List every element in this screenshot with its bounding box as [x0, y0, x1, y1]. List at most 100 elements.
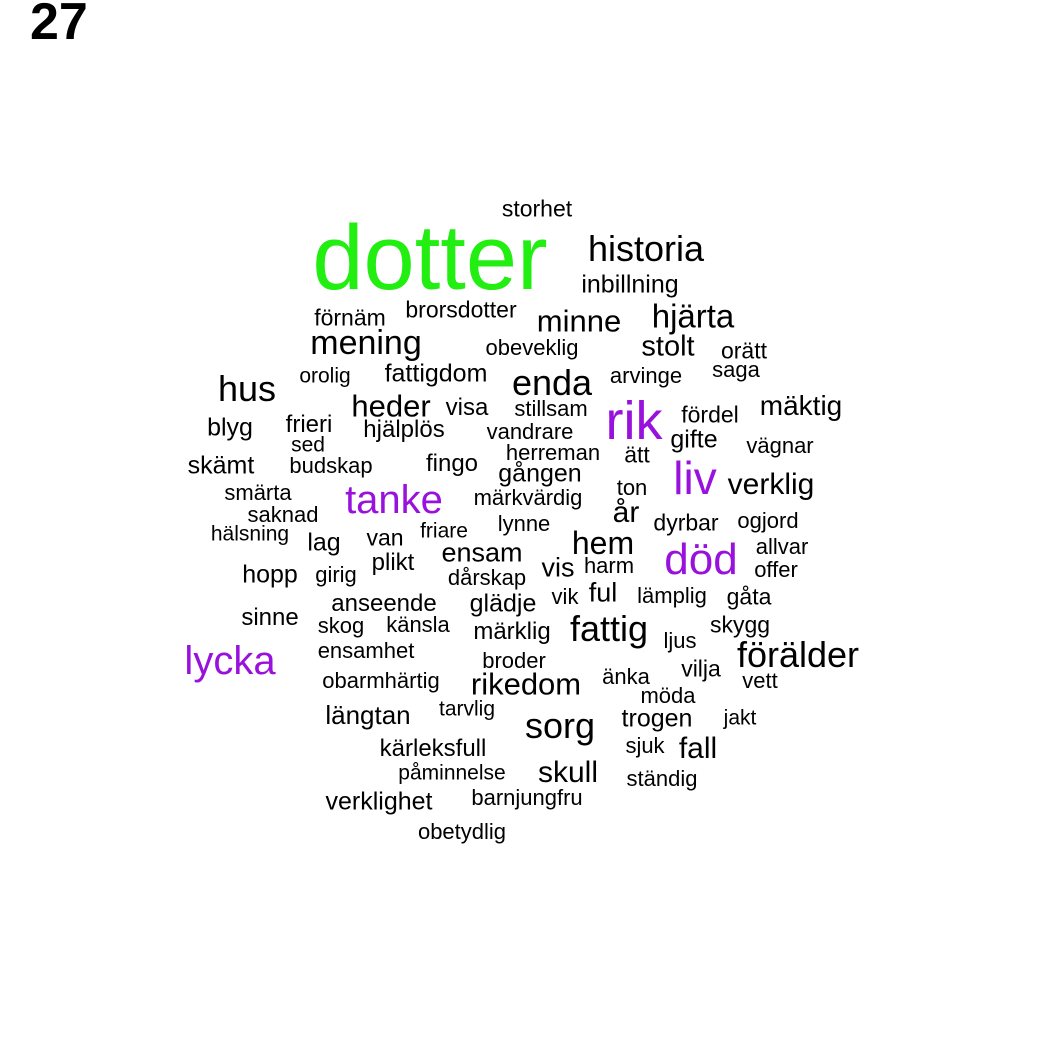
word-hopp: hopp — [242, 560, 298, 589]
word-plikt: plikt — [371, 549, 415, 576]
word-ljus: ljus — [663, 628, 697, 653]
word-fall: fall — [678, 732, 718, 765]
word-obeveklig: obeveklig — [485, 335, 579, 360]
word-inbillning: inbillning — [581, 270, 679, 299]
word-langtan: längtan — [325, 700, 411, 730]
word-fordel: fördel — [681, 401, 739, 428]
word-markvardig: märkvärdig — [473, 485, 583, 510]
word-gladje: glädje — [469, 589, 537, 618]
word-skamt: skämt — [187, 451, 255, 480]
word-broder: broder — [482, 648, 546, 673]
word-vilja: vilja — [681, 655, 721, 682]
word-fattig: fattig — [569, 608, 649, 649]
word-skull: skull — [537, 756, 599, 789]
word-darskap: dårskap — [447, 565, 527, 590]
word-skygg: skygg — [709, 611, 771, 638]
word-heder: heder — [351, 388, 431, 424]
word-maktig: mäktig — [759, 390, 843, 421]
word-herreman: herreman — [505, 440, 601, 465]
word-dyrbar: dyrbar — [653, 509, 719, 536]
word-lamplig: lämplig — [637, 583, 707, 608]
word-mening: mening — [310, 324, 422, 362]
word-jakt: jakt — [723, 706, 757, 730]
word-hjalplos: hjälplös — [363, 416, 445, 443]
word-standig: ständig — [626, 766, 698, 791]
word-tarvlig: tarvlig — [438, 697, 496, 721]
word-lynne: lynne — [497, 511, 551, 536]
word-sjuk: sjuk — [625, 733, 665, 758]
word-fingo: fingo — [425, 450, 479, 477]
word-saknad: saknad — [247, 502, 319, 527]
word-foralder: förälder — [736, 634, 860, 675]
word-halsning: hälsning — [210, 522, 290, 546]
word-lag: lag — [307, 528, 341, 557]
word-vis: vis — [541, 552, 575, 583]
word-hus: hus — [217, 368, 277, 409]
word-oratt: orätt — [720, 337, 768, 364]
word-dotter: dotter — [312, 207, 548, 309]
word-vik: vik — [551, 584, 579, 609]
word-minne: minne — [536, 303, 622, 339]
word-lycka: lycka — [184, 639, 276, 683]
word-obetydlig: obetydlig — [417, 819, 507, 844]
word-liv: liv — [673, 452, 717, 504]
word-van: van — [366, 524, 404, 551]
word-historia: historia — [587, 228, 705, 269]
word-att: ätt — [624, 441, 650, 468]
word-kansla: känsla — [386, 612, 450, 637]
word-arvinge: arvinge — [609, 363, 683, 388]
word-offer: offer — [754, 557, 798, 582]
word-sed: sed — [291, 433, 325, 457]
word-budskap: budskap — [289, 453, 373, 478]
word-smarta: smärta — [224, 480, 292, 505]
word-ful: ful — [588, 577, 618, 608]
word-dod: död — [664, 535, 738, 584]
word-stillsam: stillsam — [514, 396, 588, 421]
word-fattigdom: fattigdom — [384, 359, 488, 388]
word-verklig: verklig — [727, 468, 815, 501]
word-ton: ton — [616, 475, 648, 500]
word-anka: änka — [602, 664, 650, 689]
word-paminnelse: påminnelse — [398, 761, 506, 785]
word-allvar: allvar — [755, 534, 809, 559]
word-gifte: gifte — [670, 425, 718, 454]
word-vandrare: vandrare — [486, 419, 574, 444]
word-visa: visa — [445, 394, 489, 421]
word-storhet: storhet — [501, 195, 573, 222]
word-fornam: förnäm — [314, 304, 386, 331]
word-moda: möda — [640, 683, 696, 708]
word-ar: år — [612, 496, 640, 529]
word-gangen: gången — [498, 459, 582, 488]
word-ensamhet: ensamhet — [317, 638, 415, 663]
word-marklig: märklig — [473, 618, 551, 645]
word-rik: rik — [605, 391, 663, 451]
word-sorg: sorg — [524, 705, 596, 746]
word-ensam: ensam — [441, 537, 523, 568]
word-hjarta: hjärta — [651, 297, 735, 335]
word-sinne: sinne — [241, 604, 299, 631]
word-skog: skog — [317, 613, 365, 638]
word-trogen: trogen — [621, 704, 693, 733]
word-orolig: orolig — [299, 364, 351, 388]
word-stolt: stolt — [641, 330, 695, 363]
word-enda: enda — [511, 362, 593, 403]
word-harm: harm — [583, 553, 635, 578]
word-tanke: tanke — [345, 478, 443, 522]
word-blyg: blyg — [207, 413, 253, 442]
word-hem: hem — [571, 525, 635, 561]
word-vagnar: vägnar — [746, 433, 814, 458]
word-girig: girig — [315, 562, 357, 587]
word-gata: gåta — [726, 583, 772, 610]
word-barnjungfru: barnjungfru — [471, 785, 583, 810]
word-anseende: anseende — [331, 590, 437, 617]
word-saga: saga — [712, 357, 760, 382]
word-karleksfull: kärleksfull — [379, 735, 487, 762]
word-frieri: frieri — [285, 411, 333, 438]
word-obarmhartig: obarmhärtig — [322, 668, 440, 693]
word-ogjord: ogjord — [737, 508, 799, 533]
word-vett: vett — [742, 668, 778, 693]
word-verklighet: verklighet — [325, 787, 433, 816]
word-friare: friare — [420, 519, 468, 543]
word-brorsdotter: brorsdotter — [405, 296, 517, 323]
